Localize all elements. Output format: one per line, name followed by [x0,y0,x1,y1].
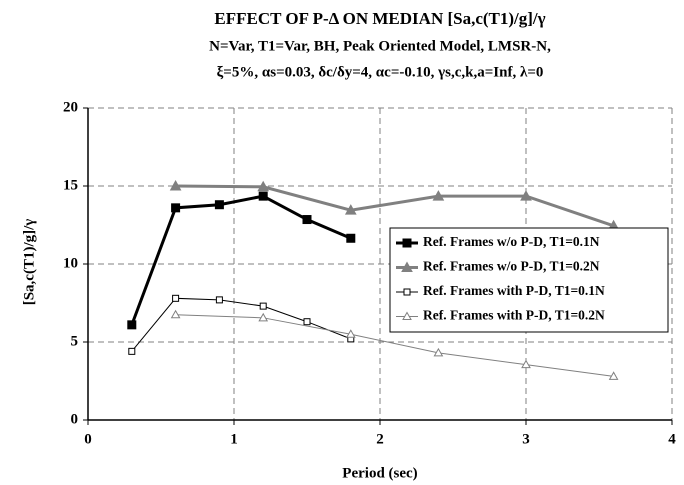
marker [257,180,270,192]
marker [608,371,619,380]
marker [172,294,180,302]
marker [521,359,531,369]
marker [171,203,181,213]
chart-subtitle: N=Var, T1=Var, BH, Peak Oriented Model, … [209,38,551,54]
y-tick-label: 5 [71,333,79,349]
marker [259,302,267,310]
x-tick-label: 4 [668,431,676,447]
legend-box [389,227,669,333]
legend-label: Ref. Frames with P-D, T1=0.2N [423,308,605,323]
x-tick-label: 3 [522,431,530,447]
chart-title: EFFECT OF P-Δ ON MEDIAN [Sa,c(T1)/g]/γ [214,9,545,28]
legend: Ref. Frames w/o P-D, T1=0.1N Ref. Frames … [389,227,669,333]
x-tick-label: 1 [230,431,238,447]
y-tick-label: 15 [63,177,78,193]
y-tick-label: 10 [63,255,78,271]
marker [432,190,445,201]
marker [302,215,312,225]
marker [402,311,412,320]
legend-label: Ref. Frames w/o P-D, T1=0.1N [423,234,600,249]
series-line [130,194,352,326]
x-tick-label: 0 [84,431,92,447]
marker [346,233,356,243]
marker [170,309,181,319]
chart-subtitle: ξ=5%, αs=0.03, δc/δy=4, αc=-0.10, γs,c,k… [217,64,544,80]
marker [344,204,357,215]
marker [403,288,411,296]
y-tick-label: 20 [63,99,78,115]
legend-label: Ref. Frames w/o P-D, T1=0.2N [423,259,600,274]
marker [345,329,356,338]
x-tick-label: 2 [376,431,384,447]
series-line [175,314,614,377]
marker [401,261,413,272]
x-axis-label: Period (sec) [342,465,417,481]
series-line [131,297,351,352]
marker [214,200,224,210]
legend-label: Ref. Frames with P-D, T1=0.1N [423,283,605,298]
marker [402,238,412,248]
marker [520,190,532,201]
marker [128,347,136,355]
marker [215,296,223,304]
marker [258,312,269,322]
y-tick-label: 0 [71,411,79,427]
series-line [175,184,615,228]
marker [303,318,311,326]
marker [169,179,182,191]
marker [127,320,137,330]
marker [258,191,268,201]
marker [433,347,444,357]
y-axis-label: [Sa,c(T1)/g]/γ [21,219,37,306]
